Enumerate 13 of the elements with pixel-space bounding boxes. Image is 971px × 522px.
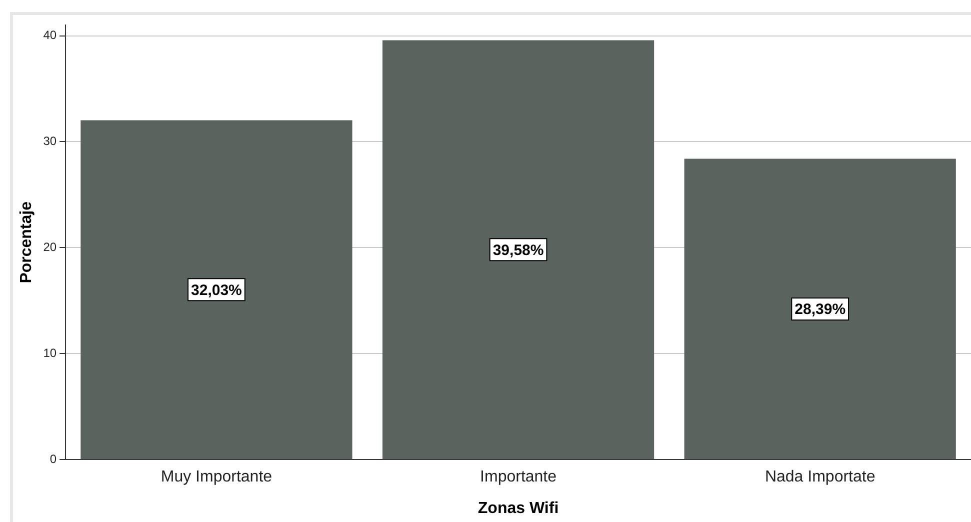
y-tick-label: 30	[43, 134, 57, 148]
y-tick-label: 40	[43, 28, 57, 42]
y-tick-label: 20	[43, 240, 57, 254]
y-tick-label: 10	[43, 346, 57, 360]
x-tick-label: Nada Importate	[764, 468, 876, 486]
x-tick-label: Muy Importante	[160, 468, 272, 486]
data-label: 32,03%	[191, 282, 242, 299]
x-tick-label: Importante	[480, 468, 557, 486]
x-axis-title: Zonas Wifi	[478, 500, 559, 517]
data-label: 39,58%	[492, 242, 544, 259]
y-tick-label: 0	[50, 452, 57, 466]
data-label: 28,39%	[794, 301, 846, 318]
y-axis-title: Porcentaje	[18, 201, 36, 284]
